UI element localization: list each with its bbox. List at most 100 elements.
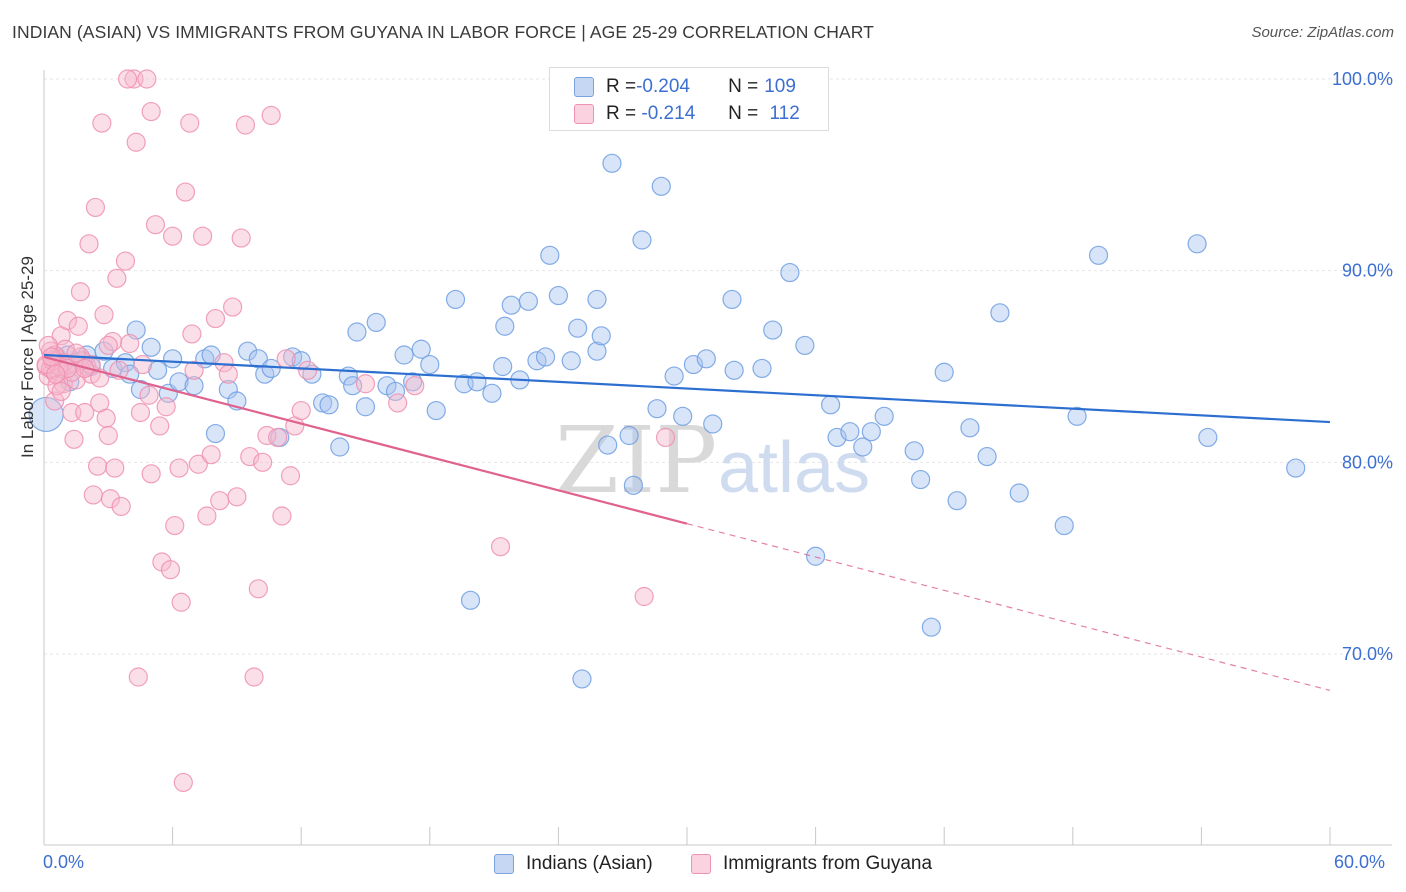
legend-n-value: 109 bbox=[764, 76, 796, 97]
data-point bbox=[79, 234, 99, 254]
data-point bbox=[394, 345, 414, 365]
data-point bbox=[238, 341, 258, 361]
data-point bbox=[96, 408, 116, 428]
data-point bbox=[132, 354, 153, 375]
data-point bbox=[280, 466, 301, 486]
data-point bbox=[752, 358, 772, 379]
legend-r-label: R = bbox=[606, 103, 637, 124]
data-point bbox=[840, 422, 860, 442]
data-point bbox=[495, 316, 515, 336]
data-point bbox=[291, 351, 311, 371]
data-point bbox=[68, 316, 88, 336]
data-point bbox=[126, 132, 146, 152]
data-point bbox=[947, 491, 967, 511]
data-point bbox=[235, 115, 256, 135]
watermark-zip: ZIP bbox=[555, 407, 717, 514]
data-point bbox=[319, 395, 339, 415]
data-point bbox=[535, 347, 556, 367]
data-point bbox=[173, 772, 193, 793]
data-point bbox=[568, 318, 588, 338]
data-point bbox=[150, 416, 170, 436]
data-point bbox=[445, 289, 466, 310]
data-point bbox=[490, 537, 511, 557]
data-point bbox=[703, 414, 723, 434]
data-point bbox=[145, 215, 166, 235]
data-point bbox=[411, 339, 431, 359]
data-point bbox=[276, 349, 296, 369]
data-point bbox=[165, 515, 185, 536]
data-point bbox=[298, 360, 318, 380]
legend-label-guyana: Immigrants from Guyana bbox=[723, 853, 933, 874]
data-point bbox=[405, 376, 425, 396]
data-point bbox=[540, 245, 560, 265]
data-point bbox=[117, 69, 138, 89]
data-point bbox=[98, 335, 118, 356]
legend-n-label: N = bbox=[728, 103, 759, 124]
data-point bbox=[115, 251, 136, 271]
legend-row-indians: R = -0.204 N = 109 bbox=[574, 74, 796, 100]
data-point bbox=[184, 376, 204, 396]
gridlines bbox=[44, 78, 1392, 655]
data-point bbox=[57, 310, 78, 331]
data-point bbox=[493, 356, 513, 377]
data-point bbox=[874, 406, 894, 426]
data-point bbox=[156, 397, 176, 417]
series-indians-asian bbox=[28, 153, 1306, 689]
data-point bbox=[268, 427, 288, 448]
legend-n-label: N = bbox=[728, 76, 759, 97]
data-point bbox=[587, 341, 607, 361]
data-point bbox=[977, 446, 997, 467]
y-tick-label: 100.0% bbox=[1332, 69, 1393, 89]
data-point bbox=[94, 305, 114, 325]
data-point bbox=[201, 445, 221, 465]
data-point bbox=[805, 546, 826, 566]
data-point bbox=[188, 454, 208, 474]
data-point bbox=[598, 435, 618, 455]
data-point bbox=[482, 383, 502, 403]
data-point bbox=[248, 579, 268, 599]
legend-r-label: R = bbox=[606, 76, 637, 97]
legend-r-value: -0.214 bbox=[636, 103, 696, 124]
data-point bbox=[904, 441, 924, 461]
data-point bbox=[934, 362, 954, 382]
data-point bbox=[632, 230, 652, 250]
data-point bbox=[83, 485, 103, 505]
legend-swatch-pink bbox=[691, 854, 711, 874]
data-point bbox=[651, 176, 671, 196]
trend-line bbox=[43, 353, 1331, 424]
legend-row-guyana: R = -0.214 N = 112 bbox=[574, 101, 800, 127]
data-point bbox=[100, 489, 121, 509]
data-point bbox=[722, 289, 742, 310]
data-point bbox=[45, 391, 65, 411]
data-point bbox=[561, 351, 581, 371]
data-point bbox=[261, 105, 281, 126]
data-point bbox=[763, 320, 783, 340]
data-point bbox=[388, 393, 408, 413]
data-point bbox=[696, 349, 716, 369]
data-point bbox=[426, 400, 446, 421]
data-point bbox=[420, 354, 440, 375]
data-point bbox=[587, 289, 607, 310]
data-point bbox=[861, 422, 881, 442]
legend-swatch-blue bbox=[494, 854, 514, 874]
data-point bbox=[634, 586, 654, 607]
data-point bbox=[911, 469, 931, 490]
data-point bbox=[724, 360, 744, 380]
data-point bbox=[218, 364, 238, 384]
y-tick-label: 70.0% bbox=[1342, 644, 1393, 664]
data-point bbox=[98, 425, 118, 446]
data-point bbox=[253, 452, 273, 472]
data-point bbox=[87, 456, 108, 476]
data-point bbox=[664, 366, 684, 386]
x-tick-label-min: 0.0% bbox=[43, 852, 85, 872]
data-point bbox=[163, 349, 183, 369]
data-point bbox=[175, 182, 196, 202]
data-point bbox=[501, 295, 521, 315]
data-point bbox=[210, 491, 230, 511]
data-point bbox=[291, 400, 311, 421]
data-point bbox=[141, 101, 161, 122]
data-point bbox=[182, 324, 202, 344]
data-point bbox=[385, 381, 406, 402]
data-point bbox=[139, 385, 159, 405]
